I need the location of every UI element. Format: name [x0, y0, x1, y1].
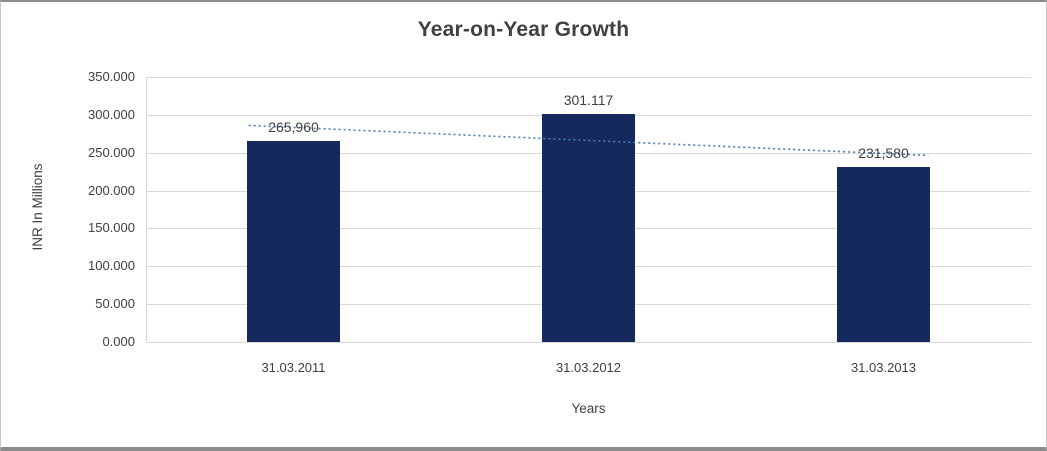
- bar-31.03.2011: [247, 140, 340, 342]
- data-label: 301.117: [563, 92, 614, 108]
- bar-31.03.2012: [542, 114, 635, 342]
- y-tick-label: 150.000: [88, 220, 135, 236]
- data-label: 231,580: [858, 144, 909, 161]
- y-axis-title: INR In Millions: [30, 163, 45, 251]
- plot-area: [146, 77, 1031, 343]
- y-tick-label: 300.000: [88, 106, 135, 122]
- y-tick-label: 0.000: [102, 334, 135, 349]
- y-tick-label: 100.000: [88, 258, 135, 274]
- x-tick-label: 31.03.2013: [850, 360, 917, 375]
- y-tick-label: 200.000: [88, 182, 135, 198]
- x-axis-title: Years: [571, 401, 606, 416]
- data-label: 265,960: [268, 118, 319, 135]
- chart-title: Year-on-Year Growth: [417, 18, 630, 41]
- y-tick-label: 350.000: [88, 69, 135, 84]
- trendline-layer: [248, 124, 929, 157]
- gridline: [146, 77, 1031, 78]
- bar-31.03.2013: [837, 166, 930, 342]
- y-tick-label: 50.000: [95, 296, 135, 312]
- x-tick-label: 31.03.2011: [261, 360, 326, 375]
- gridline: [146, 342, 1031, 343]
- y-axis-line: [146, 77, 147, 343]
- trendline: [248, 124, 929, 157]
- x-tick-label: 31.03.2012: [555, 360, 622, 375]
- y-tick-label: 250.000: [88, 144, 135, 160]
